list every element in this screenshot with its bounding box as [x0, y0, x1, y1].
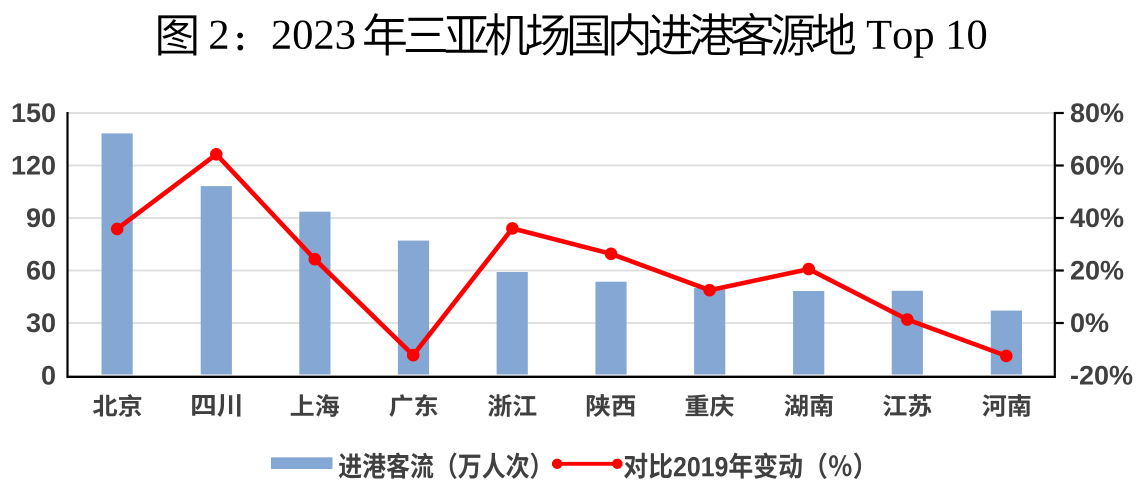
svg-text:0: 0: [41, 360, 56, 390]
svg-text:0%: 0%: [1070, 308, 1109, 338]
svg-text:20%: 20%: [1070, 255, 1124, 285]
svg-text:80%: 80%: [1070, 98, 1124, 128]
svg-text:30: 30: [26, 308, 56, 338]
svg-text:60%: 60%: [1070, 150, 1124, 180]
svg-text:40%: 40%: [1070, 203, 1124, 233]
svg-text:90: 90: [26, 203, 56, 233]
svg-text:120: 120: [11, 150, 56, 180]
svg-text:-20%: -20%: [1070, 360, 1133, 390]
svg-text:150: 150: [11, 98, 56, 128]
svg-text:60: 60: [26, 255, 56, 285]
